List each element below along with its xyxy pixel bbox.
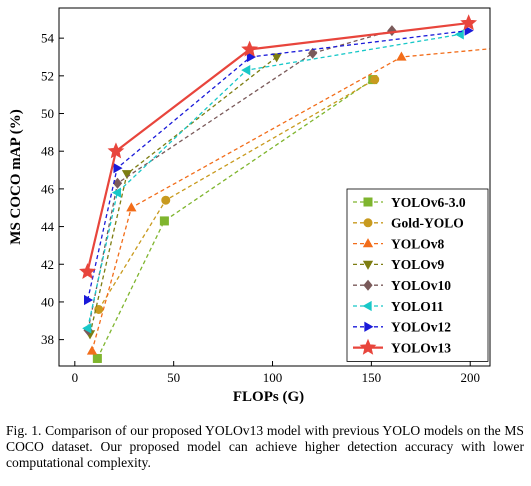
legend-swatch-marker [362,238,374,248]
series-line-yolov8 [91,48,490,352]
legend-entry-yolov9: YOLOv9 [353,257,445,272]
legend-entry-yolov10: YOLOv10 [353,278,451,293]
data-point-yolo11 [241,65,251,76]
legend-entry-yolov12: YOLOv12 [353,320,451,335]
series-yolov8 [86,48,490,355]
data-point-yolov12 [113,163,123,174]
data-point-yolov12 [246,51,257,63]
legend-swatch-marker [359,338,377,355]
y-tick-label: 54 [41,31,55,46]
y-tick-label: 44 [41,219,55,234]
legend-label: YOLOv8 [391,236,445,251]
legend-swatch-marker [362,260,374,270]
legend-swatch-marker [363,197,373,207]
data-point-yolov8 [86,345,98,355]
data-point-yolov9 [121,170,133,180]
data-point-yolo11 [82,323,92,334]
legend-swatch-marker [363,218,373,228]
data-point-gold-yolo [370,75,380,85]
series-line-yolov6-3-0 [96,79,374,359]
data-point-yolov10 [387,25,397,37]
x-tick-label: 50 [167,370,180,385]
legend-entry-yolov8: YOLOv8 [353,236,445,251]
data-point-yolov12 [464,25,474,36]
legend-entry-yolo11: YOLO11 [353,299,444,314]
data-point-yolov13 [79,262,96,279]
legend-entry-yolov6-3-0: YOLOv6-3.0 [353,195,466,210]
y-tick-label: 50 [41,106,54,121]
data-point-yolov6-3-0 [92,353,102,363]
data-point-yolov8 [396,51,407,61]
legend-label: YOLO11 [391,299,444,314]
legend-label: Gold-YOLO [391,216,464,231]
y-tick-label: 42 [41,257,54,272]
legend-swatch-marker [363,279,373,291]
data-point-yolov13 [460,14,478,31]
series-line-yolov13 [86,21,469,273]
legend-entry-gold-yolo: Gold-YOLO [353,216,464,231]
legend-swatch-marker [362,300,372,312]
flops-vs-map-chart: 0 50 100 150 200 38 40 42 44 46 48 50 52 54 FLOPs (G) M… [8,7,491,405]
data-point-yolov10 [112,177,123,189]
data-point-yolov10 [308,47,318,59]
data-point-yolov12 [84,294,94,306]
data-point-yolov8 [126,202,137,212]
legend-box [346,188,489,362]
y-tick-label: 48 [41,144,54,159]
legend-label: YOLOv13 [391,340,451,355]
series-yolov13 [79,14,478,279]
plot-area [79,14,490,363]
data-point-yolov9 [271,53,282,63]
legend-label: YOLOv12 [391,320,451,335]
data-point-yolov13 [107,142,125,159]
series-line-yolo11 [87,33,461,329]
axes-frame [58,7,491,367]
y-tick-label: 40 [41,294,54,309]
data-point-yolov13 [241,40,258,57]
x-tick-label: 200 [460,370,480,385]
y-tick-label: 52 [41,68,54,83]
legend-label: YOLOv6-3.0 [391,195,466,210]
legend: YOLOv6-3.0 Gold-YOLO YOLOv8 YOLOv9 YOLOv10 YO… [346,188,489,362]
series-line-gold-yolo [98,79,376,310]
legend-swatch-marker [364,321,374,332]
legend-entry-yolov13: YOLOv13 [353,338,451,355]
x-tick-label: 100 [263,370,283,385]
y-tick-label: 46 [41,181,55,196]
axes: 0 50 100 150 200 38 40 42 44 46 48 50 52 54 FLOPs (G) M… [8,7,491,405]
series-line-yolov10 [87,29,393,331]
y-tick-label: 38 [41,332,54,347]
x-tick-label: 150 [362,370,382,385]
y-axis-title: MS COCO mAP (%) [8,109,24,244]
legend-label: YOLOv9 [391,257,445,272]
legend-label: YOLOv10 [391,278,451,293]
data-point-yolo11 [111,187,121,198]
figure-caption: Fig. 1. Comparison of our proposed YOLOv… [6,423,524,470]
x-axis-title: FLOPs (G) [233,389,304,405]
series-yolov12 [84,25,474,306]
x-tick-label: 0 [72,370,79,385]
data-point-yolov6-3-0 [159,216,169,226]
series-yolov6-3-0 [92,75,378,363]
data-point-gold-yolo [161,195,171,205]
series-gold-yolo [94,75,380,314]
